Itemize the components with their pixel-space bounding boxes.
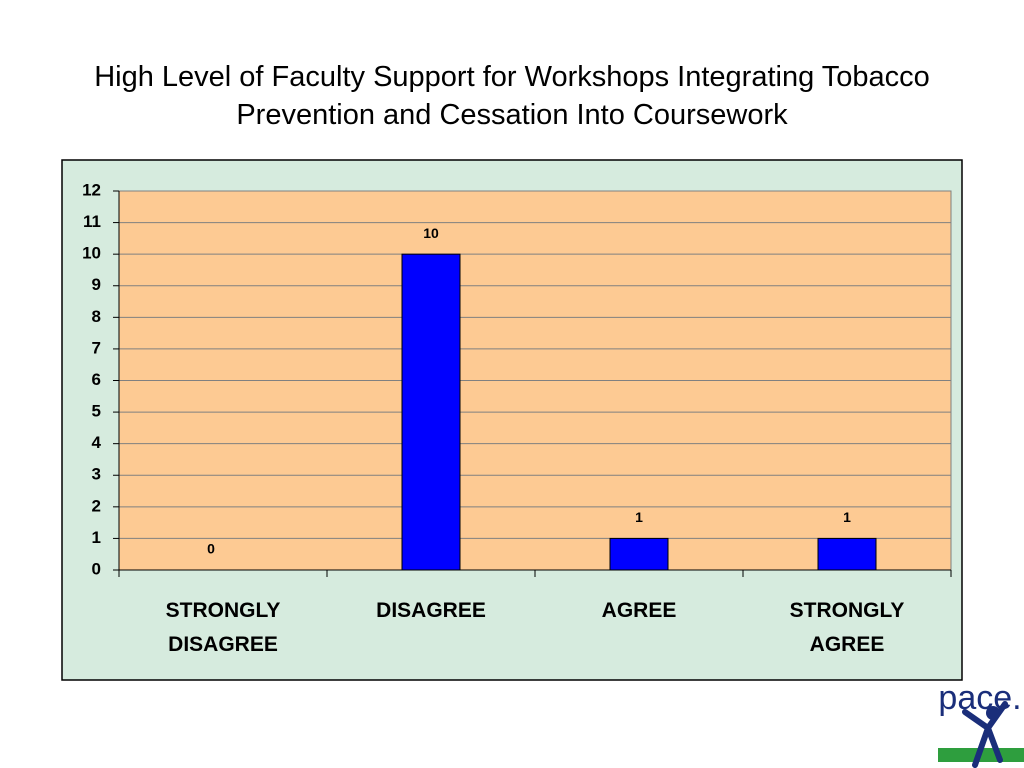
- y-tick-label: 9: [92, 275, 101, 294]
- y-tick-label: 1: [92, 528, 101, 547]
- x-tick-label: DISAGREE: [376, 599, 486, 622]
- y-tick-label: 7: [92, 338, 101, 357]
- y-tick-label: 12: [82, 180, 101, 199]
- y-tick-label: 6: [92, 370, 101, 389]
- bar: [401, 253, 461, 571]
- x-tick-label: AGREE: [601, 599, 677, 622]
- y-tick-label: 4: [92, 433, 102, 452]
- y-tick-label: 3: [92, 465, 101, 484]
- y-tick-label: 2: [92, 496, 101, 515]
- data-label: 1: [843, 509, 851, 525]
- y-tick-label: 5: [92, 402, 101, 421]
- y-tick-label: 8: [92, 307, 101, 326]
- chart-title: High Level of Faculty Support for Worksh…: [94, 61, 930, 131]
- logo-text: pace.: [938, 679, 1021, 717]
- data-label: 1: [635, 509, 643, 525]
- logo-figure: [938, 701, 1024, 768]
- bar: [609, 537, 669, 571]
- y-tick-label: 11: [83, 212, 101, 231]
- x-tick-label: STRONGLY DISAGREE: [165, 599, 281, 656]
- y-tick-label: 0: [92, 559, 101, 578]
- bar: [817, 537, 877, 571]
- data-label: 10: [423, 225, 439, 241]
- data-label: 0: [207, 541, 215, 557]
- y-tick-label: 10: [82, 244, 101, 263]
- x-tick-label: STRONGLY AGREE: [789, 599, 905, 656]
